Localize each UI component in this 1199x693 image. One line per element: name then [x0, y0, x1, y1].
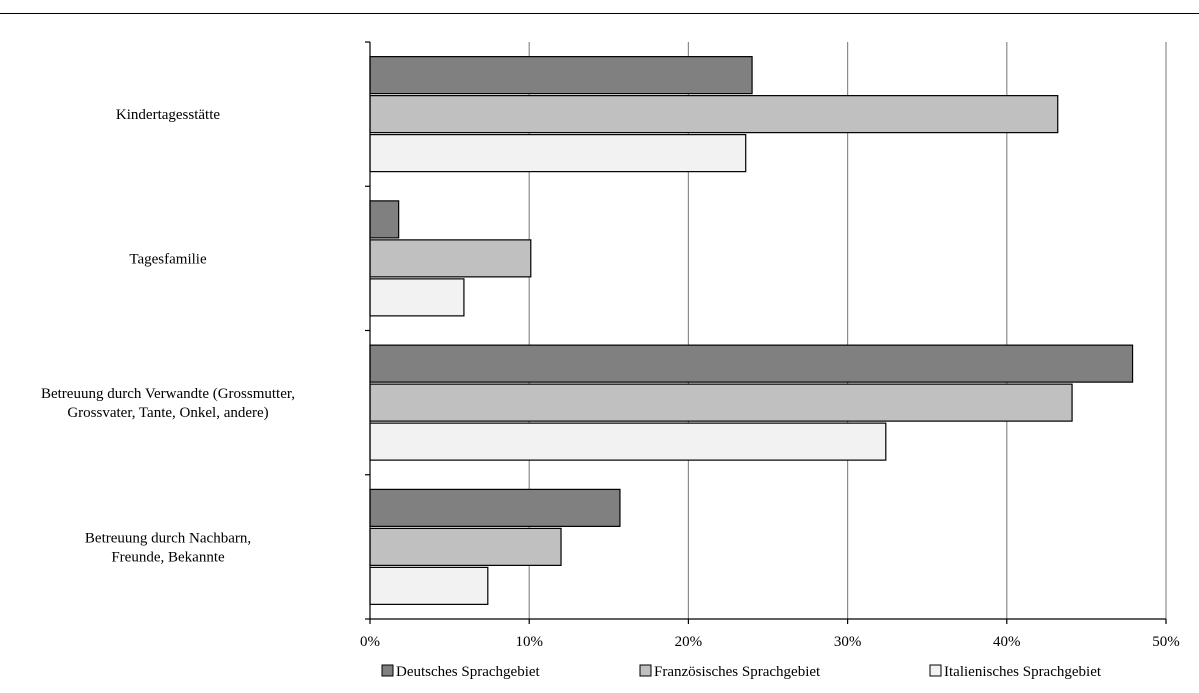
legend-label: Deutsches Sprachgebiet	[396, 664, 541, 680]
x-tick-labels: 0% 10% 20% 30% 40% 50%	[360, 634, 1180, 650]
bar	[369, 383, 1073, 422]
bar	[369, 566, 489, 605]
bar	[369, 56, 753, 95]
category-label: Betreuung durch Verwandte (Grossmutter, G…	[41, 386, 295, 421]
legend-swatch	[639, 664, 652, 677]
bar	[369, 488, 621, 527]
bar	[369, 95, 1059, 134]
legend-label: Französisches Sprachgebiet	[654, 664, 821, 680]
bar	[369, 344, 1134, 383]
bar	[369, 422, 887, 461]
legend: Deutsches Sprachgebiet Französisches Spra…	[381, 664, 1102, 680]
y-axis	[365, 41, 1167, 624]
bar	[369, 134, 747, 173]
bar	[369, 278, 465, 317]
legend-label: Italienisches Sprachgebiet	[944, 664, 1102, 680]
top-rule	[0, 13, 1199, 14]
category-label: Tagesfamilie	[129, 251, 207, 267]
x-tick-label: 20%	[675, 634, 703, 650]
category-labels: Kindertagesstätte Tagesfamilie Betreuung d…	[41, 107, 295, 565]
x-tick-label: 0%	[360, 634, 380, 650]
x-tick-label: 30%	[834, 634, 862, 650]
bar	[369, 527, 562, 566]
category-label: Kindertagesstätte	[116, 107, 220, 123]
category-label: Betreuung durch Nachbarn, Freunde, Bekann…	[85, 530, 251, 565]
bar	[369, 200, 400, 239]
legend-swatch	[381, 664, 394, 677]
x-tick-label: 50%	[1152, 634, 1180, 650]
bars	[369, 56, 1134, 605]
legend-swatch	[929, 664, 942, 677]
bar	[369, 239, 532, 278]
x-tick-label: 40%	[993, 634, 1021, 650]
x-tick-label: 10%	[515, 634, 543, 650]
